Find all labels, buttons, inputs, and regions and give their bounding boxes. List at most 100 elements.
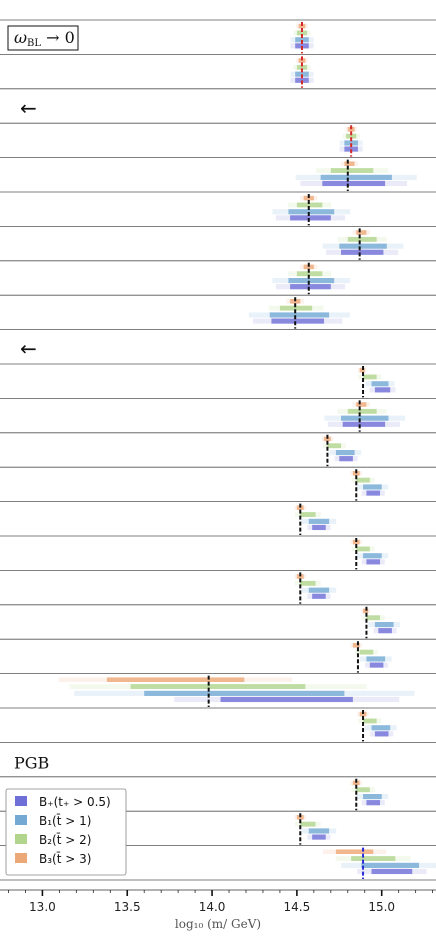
band-B3 <box>303 195 314 201</box>
band-Bplus <box>344 146 358 152</box>
x-axis: 13.0 13.5 14.0 14.5 15.0 log₁₀ (m/ GeV) <box>0 889 436 931</box>
band-Bplus <box>312 524 326 531</box>
band-Bplus <box>374 731 389 737</box>
legend-box <box>5 788 127 876</box>
band-B2 <box>359 649 374 655</box>
legend-swatch-B1 <box>15 815 27 825</box>
markers-layer <box>207 22 368 879</box>
band-B1 <box>308 587 330 593</box>
band-B2 <box>296 271 323 277</box>
band-B1 <box>344 140 358 146</box>
legend-label-B3: B₃(t̄ > 3) <box>39 852 91 866</box>
band-B1 <box>366 656 386 662</box>
band-B3 <box>335 849 374 854</box>
legend: B₊(t₊ > 0.5) B₁(t̄ > 1) B₂(t̄ > 2) B₃(t̄ > … <box>5 788 127 876</box>
band-B2 <box>346 133 357 139</box>
band-Bplus <box>295 77 309 83</box>
row-label-box <box>7 25 79 51</box>
band-B1 <box>269 312 330 318</box>
band-B1 <box>288 278 335 284</box>
band-B3 <box>356 402 367 407</box>
band-Bplus <box>312 593 326 599</box>
band-B2 <box>356 477 370 483</box>
band-Bplus <box>340 249 384 255</box>
band-Bplus <box>374 387 391 393</box>
band-B2 <box>347 408 377 414</box>
band-B2 <box>300 821 316 827</box>
band-Bplus <box>290 215 331 221</box>
band-B3 <box>296 574 304 579</box>
band-B1 <box>371 381 389 387</box>
band-B2 <box>351 856 396 861</box>
band-Bplus <box>342 421 386 427</box>
band-B1 <box>363 553 382 559</box>
band-B1 <box>295 37 309 43</box>
band-Bplus <box>322 180 386 187</box>
x-tick-label: 14.0 <box>199 900 226 914</box>
rows-layer <box>0 19 436 881</box>
band-B3 <box>344 161 355 166</box>
band-Bplus <box>271 318 325 324</box>
band-B1 <box>363 794 382 800</box>
band-B2 <box>330 168 374 173</box>
band-B3 <box>290 299 301 304</box>
band-B2 <box>300 512 316 517</box>
band-B3 <box>363 608 369 614</box>
band-B2 <box>300 580 316 586</box>
band-B2 <box>347 236 377 242</box>
band-B3 <box>296 505 304 510</box>
band-B1 <box>335 450 355 456</box>
band-B3 <box>352 471 360 476</box>
band-B3 <box>359 367 365 373</box>
row-label-omega: ωBL → 0 <box>14 28 75 49</box>
x-tick-label: 14.5 <box>284 900 311 914</box>
band-B2 <box>356 787 370 793</box>
x-axis-label: log₁₀ (m/ GeV) <box>175 917 261 931</box>
band-B3 <box>303 264 314 270</box>
band-B3 <box>356 230 367 235</box>
band-B3 <box>106 677 245 682</box>
x-tick-label: 15.0 <box>368 900 395 914</box>
band-B1 <box>340 415 389 421</box>
bands-layer <box>58 23 436 875</box>
band-Bplus <box>366 800 381 806</box>
legend-label-Bplus: B₊(t₊ > 0.5) <box>39 795 111 809</box>
band-B3 <box>352 539 360 545</box>
band-B1 <box>295 71 309 77</box>
band-B1 <box>371 725 391 731</box>
band-Bplus <box>366 559 381 565</box>
band-B3 <box>359 711 367 717</box>
band-B2 <box>296 64 308 70</box>
band-Bplus <box>312 834 326 840</box>
band-Bplus <box>378 628 392 634</box>
band-B2 <box>279 305 313 311</box>
band-Bplus <box>369 662 384 668</box>
band-B2 <box>130 684 306 689</box>
labels-layer: ωBL → 0 ← ← PGB <box>7 25 79 772</box>
band-B3 <box>298 58 306 63</box>
band-B1 <box>144 690 345 696</box>
band-B1 <box>288 209 335 215</box>
band-B3 <box>298 23 306 29</box>
band-Bplus <box>290 284 331 290</box>
band-B3 <box>352 780 360 786</box>
band-Bplus <box>371 868 413 875</box>
legend-swatch-Bplus <box>15 796 27 806</box>
band-B2 <box>327 443 341 449</box>
band-B3 <box>347 127 355 132</box>
x-tick-label: 13.0 <box>29 900 56 914</box>
legend-swatch-B3 <box>15 853 27 863</box>
legend-label-B1: B₁(t̄ > 1) <box>39 814 91 828</box>
band-Bplus <box>295 43 309 49</box>
band-B1 <box>308 518 330 524</box>
band-B2 <box>296 202 323 208</box>
band-B3 <box>324 436 331 442</box>
row-label-arrow: ← <box>20 337 37 361</box>
band-B1 <box>363 484 382 490</box>
band-B2 <box>296 30 308 36</box>
row-label-pgb: PGB <box>14 753 49 772</box>
band-B3 <box>352 643 360 648</box>
legend-label-B2: B₂(t̄ > 2) <box>39 833 91 847</box>
band-B1 <box>308 828 330 834</box>
band-B2 <box>363 374 377 380</box>
